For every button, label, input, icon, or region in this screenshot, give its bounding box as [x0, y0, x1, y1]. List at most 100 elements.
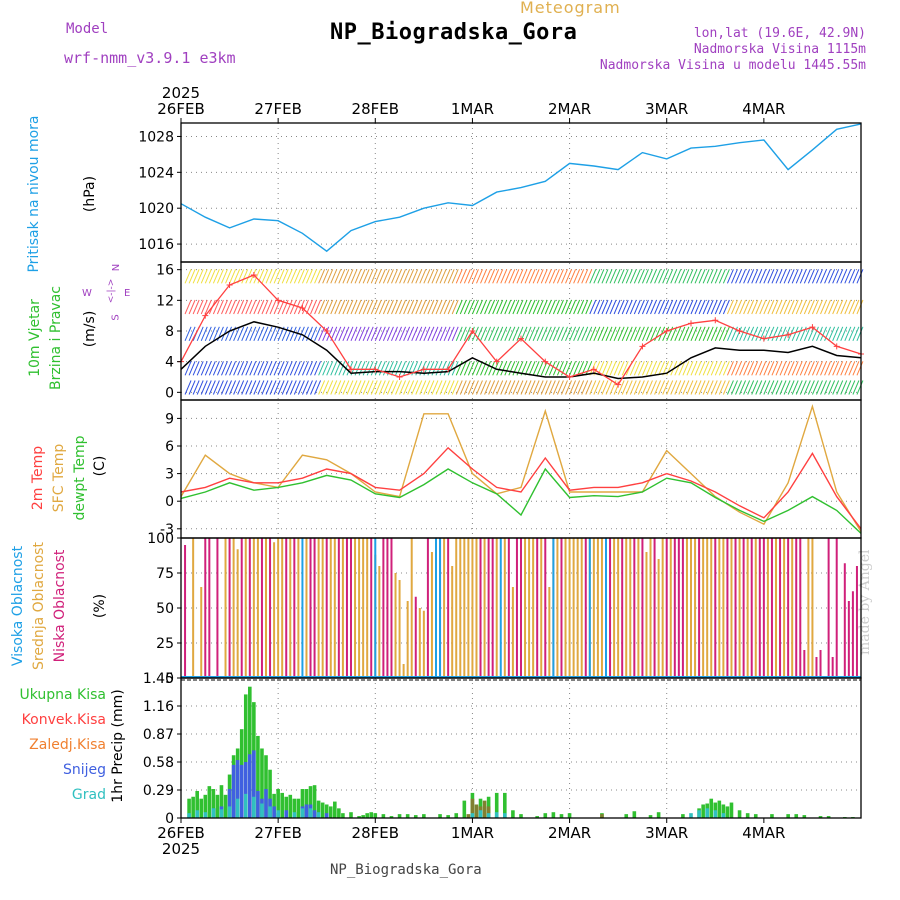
- wind-barb: [698, 299, 706, 315]
- wind-barb: [520, 269, 528, 284]
- wind-barb: [674, 326, 682, 342]
- precip-conv-bar: [486, 806, 491, 818]
- wind-barb: [686, 380, 694, 395]
- wind-barb: [249, 326, 257, 342]
- wind-barb: [403, 380, 411, 395]
- wind-barb: [354, 299, 362, 315]
- wind-barb: [471, 361, 479, 376]
- precip-total-bar: [656, 812, 661, 818]
- wind-barb: [828, 299, 836, 315]
- wind-barb: [354, 380, 362, 395]
- precip-total-bar: [288, 794, 293, 818]
- wind-barb: [496, 380, 504, 395]
- wind-barb: [225, 326, 232, 342]
- wind-barb: [556, 380, 564, 395]
- wind-barb: [330, 361, 338, 376]
- wind-barb: [856, 326, 864, 342]
- wind-barb: [293, 380, 301, 395]
- wind-barb: [476, 361, 483, 376]
- wind-barb: [532, 326, 540, 342]
- wind-barb: [544, 326, 552, 342]
- gust-marker: [348, 366, 354, 373]
- wind-barb: [318, 269, 326, 284]
- wind-barb: [552, 380, 560, 395]
- wind-barb: [370, 269, 378, 284]
- wind-barb: [200, 299, 208, 315]
- wind-barb: [609, 326, 617, 342]
- wind-barb: [476, 269, 483, 284]
- wind-barb: [702, 299, 710, 315]
- wind-barb: [423, 269, 431, 284]
- wind-barb: [726, 269, 734, 284]
- wind-barb: [524, 326, 532, 342]
- precip-total-bar: [802, 815, 807, 818]
- wind-barb: [362, 326, 370, 342]
- wind-barb: [589, 269, 597, 284]
- wind-barb: [233, 269, 241, 284]
- precip-total-bar: [397, 814, 402, 818]
- wind-barb: [637, 299, 645, 315]
- y-tick-label: 0.29: [143, 783, 174, 799]
- wind-barb: [710, 269, 718, 284]
- wind-barb: [807, 361, 815, 376]
- time-tick-top: 26FEB: [157, 100, 204, 118]
- precip-total-bar: [191, 796, 195, 818]
- wind-barb: [528, 380, 536, 395]
- wind-barb: [184, 380, 192, 395]
- wind-barb: [419, 269, 427, 284]
- wind-barb: [285, 380, 293, 395]
- precip-grad-bar: [187, 813, 191, 818]
- wind-barb: [569, 269, 577, 284]
- gust-marker: [299, 305, 306, 311]
- wind-barb: [787, 299, 795, 315]
- page-title: NP_Biogradska_Gora: [330, 20, 578, 45]
- wind-barb: [589, 326, 597, 342]
- wind-barb: [601, 299, 609, 315]
- wind-barb: [443, 269, 451, 284]
- wind-barb: [536, 269, 544, 284]
- wind-barb: [443, 326, 451, 342]
- gust-marker: [566, 374, 573, 380]
- wind-barb: [650, 380, 657, 395]
- wind-barb: [496, 269, 504, 284]
- precip-total-bar: [794, 814, 799, 818]
- wind-barb: [811, 299, 819, 315]
- wind-barb: [714, 361, 722, 376]
- wind-barb: [840, 361, 848, 376]
- wind-barb: [650, 299, 657, 315]
- wind-barb: [569, 326, 577, 342]
- wind-barb: [593, 299, 601, 315]
- wind-barb: [601, 380, 609, 395]
- wind-barb: [844, 380, 852, 395]
- wind-barb: [221, 299, 228, 315]
- wind-barb: [702, 361, 710, 376]
- wind-barb: [492, 326, 500, 342]
- wind-barb: [787, 361, 795, 376]
- wind-barb: [508, 326, 516, 342]
- precip-total-bar: [826, 816, 831, 818]
- wind-barb: [253, 326, 261, 342]
- wind-barb: [289, 361, 297, 376]
- wind-barb: [378, 380, 386, 395]
- wind-barb: [184, 326, 192, 342]
- wind-barb: [435, 326, 443, 342]
- wind-barb: [694, 361, 702, 376]
- gust-marker: [372, 366, 379, 373]
- wind-barb: [637, 380, 645, 395]
- wind-barb: [747, 299, 755, 315]
- elevation-info: Nadmorska Visina 1115m: [693, 42, 866, 57]
- wind-barb: [403, 326, 411, 342]
- precip-grad-bar: [494, 812, 499, 818]
- wind-barb: [548, 269, 556, 284]
- wind-barb: [516, 269, 524, 284]
- wind-barb: [844, 361, 852, 376]
- y-tick-label: 0: [165, 385, 174, 401]
- wind-barb: [488, 361, 496, 376]
- precip-total-bar: [648, 815, 653, 818]
- precip-total-bar: [264, 755, 268, 818]
- wind-barb: [374, 269, 382, 284]
- wind-barb: [269, 299, 277, 315]
- wind-barb: [455, 326, 463, 342]
- wind-barb: [297, 361, 305, 376]
- wind-barb: [229, 380, 237, 395]
